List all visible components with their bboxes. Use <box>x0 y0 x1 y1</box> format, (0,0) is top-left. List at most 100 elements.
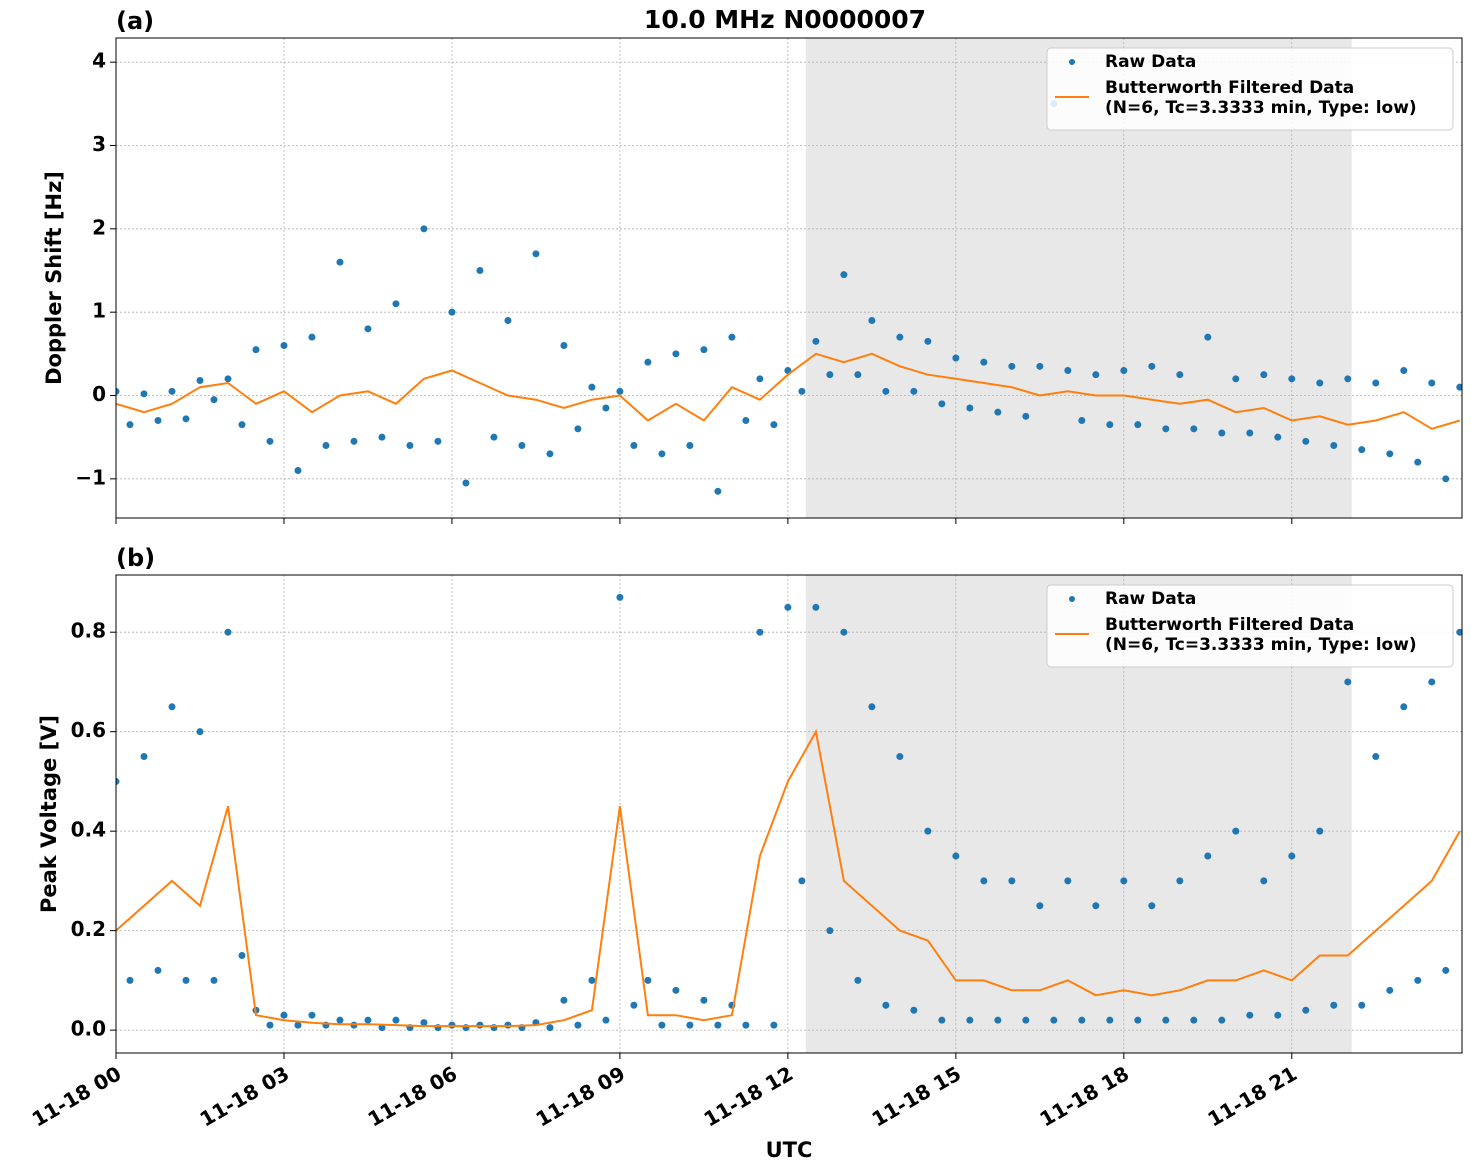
raw-point <box>966 1016 974 1024</box>
x-tick-label: 11-18 21 <box>1204 1061 1302 1131</box>
raw-point <box>1134 421 1142 429</box>
panel-label: (a) <box>116 7 154 35</box>
x-tick-label: 11-18 12 <box>700 1061 798 1131</box>
raw-point <box>140 390 148 398</box>
y-tick-label: 1 <box>92 299 106 323</box>
raw-point <box>1428 379 1436 387</box>
raw-point <box>1218 429 1226 437</box>
raw-point <box>238 952 246 960</box>
legend-label-line: Butterworth Filtered Data <box>1105 78 1354 98</box>
legend-label: Butterworth Filtered Data (N=6, Tc=3.3333… <box>1105 615 1417 655</box>
raw-point <box>1260 371 1268 379</box>
raw-point <box>448 308 456 316</box>
y-tick-label: 2 <box>92 215 106 239</box>
raw-point <box>1106 1016 1114 1024</box>
raw-point <box>364 325 372 333</box>
raw-point <box>938 1016 946 1024</box>
raw-point <box>294 467 302 474</box>
y-tick-label: −1 <box>75 465 106 489</box>
raw-point <box>196 728 204 736</box>
raw-point <box>1120 877 1128 885</box>
raw-point <box>252 346 260 354</box>
raw-point <box>1190 1016 1198 1024</box>
raw-point <box>336 258 344 266</box>
raw-point <box>224 375 232 383</box>
raw-point <box>1246 429 1254 437</box>
raw-point <box>1092 371 1100 379</box>
raw-point <box>1316 379 1324 387</box>
raw-point <box>308 1011 316 1019</box>
raw-point <box>1120 367 1128 374</box>
filtered-line <box>116 728 1461 1028</box>
raw-point <box>1036 362 1044 370</box>
legend-label-line: Raw Data <box>1105 52 1196 72</box>
raw-point <box>952 354 960 362</box>
legend-label-line: Raw Data <box>1105 589 1196 609</box>
raw-point <box>1344 678 1352 686</box>
legend-box <box>1046 47 1454 131</box>
raw-point <box>168 387 176 395</box>
raw-point <box>630 1001 638 1009</box>
raw-point <box>1064 877 1072 885</box>
raw-point <box>280 1011 288 1019</box>
x-tick-label: 11-18 00 <box>28 1061 126 1131</box>
raw-point <box>1246 1011 1254 1019</box>
raw-point <box>1176 371 1184 379</box>
raw-point <box>116 387 120 395</box>
raw-point <box>1274 433 1282 441</box>
raw-point <box>1274 1011 1282 1019</box>
raw-point <box>308 333 316 341</box>
raw-point <box>1204 852 1212 860</box>
raw-point <box>840 271 848 279</box>
raw-point <box>616 593 624 601</box>
raw-point <box>700 996 708 1004</box>
raw-point <box>1400 367 1408 374</box>
raw-point <box>1358 1001 1366 1009</box>
raw-point <box>350 437 358 445</box>
plot-area <box>116 593 1462 1032</box>
raw-point <box>378 433 386 441</box>
raw-point <box>574 425 582 433</box>
y-axis-label: Peak Voltage [V] <box>37 715 61 913</box>
x-tick-label: 11-18 03 <box>196 1061 294 1131</box>
raw-point <box>490 433 498 441</box>
raw-point <box>672 986 680 994</box>
raw-point <box>1050 1016 1058 1024</box>
y-tick-label: 4 <box>92 49 106 73</box>
legend-label: Raw Data <box>1105 52 1196 72</box>
raw-point <box>756 375 764 383</box>
raw-point <box>1344 375 1352 383</box>
raw-point <box>336 1016 344 1024</box>
raw-point <box>1442 475 1450 483</box>
raw-point <box>1288 375 1296 383</box>
raw-point <box>532 250 540 258</box>
raw-point <box>994 408 1002 416</box>
raw-point <box>672 350 680 358</box>
raw-point <box>182 976 190 984</box>
raw-point <box>560 996 568 1004</box>
raw-point <box>714 487 722 495</box>
raw-point <box>1064 367 1072 374</box>
raw-point <box>1372 379 1380 387</box>
raw-point <box>686 442 694 449</box>
raw-point <box>1386 986 1394 994</box>
raw-point <box>1316 827 1324 835</box>
raw-point <box>840 628 848 636</box>
raw-point <box>644 358 652 366</box>
y-tick-label: 0.6 <box>71 718 106 742</box>
raw-point <box>1358 446 1366 454</box>
raw-point <box>154 417 162 424</box>
raw-point <box>868 703 876 711</box>
raw-point <box>504 317 512 324</box>
legend-label: Butterworth Filtered Data (N=6, Tc=3.3333… <box>1105 78 1417 118</box>
raw-point <box>602 404 610 412</box>
raw-point <box>1330 1001 1338 1009</box>
raw-point <box>882 1001 890 1009</box>
raw-point <box>742 1021 750 1029</box>
raw-point <box>238 421 246 429</box>
raw-point <box>116 777 120 785</box>
legend-label-line: Butterworth Filtered Data <box>1105 615 1354 635</box>
raw-point <box>518 442 526 449</box>
raw-point <box>1134 1016 1142 1024</box>
raw-point <box>952 852 960 860</box>
